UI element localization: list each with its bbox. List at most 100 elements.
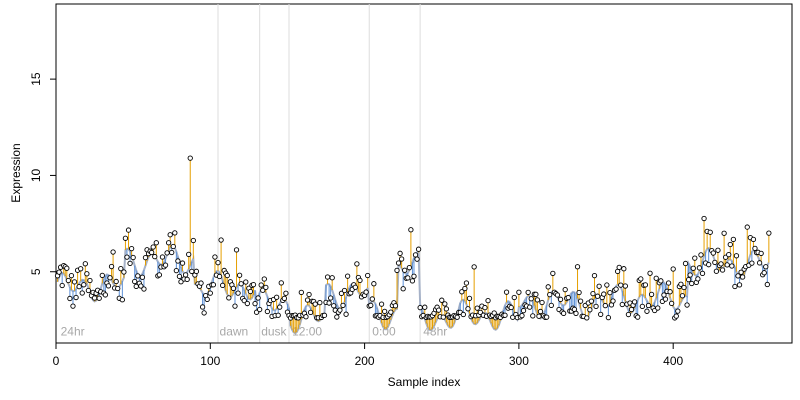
data-point xyxy=(684,302,690,308)
data-point xyxy=(283,290,289,296)
points xyxy=(54,155,772,321)
data-point xyxy=(584,315,590,321)
data-point xyxy=(408,227,414,233)
data-point xyxy=(662,296,669,302)
data-point xyxy=(110,249,116,255)
data-point xyxy=(182,272,189,278)
data-point xyxy=(261,276,267,282)
data-point xyxy=(241,297,247,304)
data-point xyxy=(298,289,304,295)
data-point xyxy=(218,237,224,243)
data-point xyxy=(631,299,638,305)
data-point xyxy=(212,254,218,260)
data-point xyxy=(400,286,406,292)
data-point xyxy=(326,300,332,306)
data-point xyxy=(363,289,369,295)
data-point xyxy=(721,230,727,236)
data-point xyxy=(639,303,645,310)
data-point xyxy=(219,282,226,288)
data-point xyxy=(713,268,720,274)
data-point xyxy=(153,240,159,246)
data-point xyxy=(616,264,622,271)
data-point xyxy=(618,282,624,288)
data-point xyxy=(766,230,772,236)
data-point xyxy=(258,282,264,288)
data-point xyxy=(727,241,733,248)
data-point xyxy=(536,313,542,319)
data-point xyxy=(108,263,115,270)
data-point xyxy=(591,272,598,279)
data-point xyxy=(516,289,522,295)
data-point xyxy=(690,265,696,271)
data-point xyxy=(462,285,468,292)
data-point xyxy=(331,303,337,309)
data-point xyxy=(352,284,358,290)
data-point xyxy=(689,280,695,287)
data-point xyxy=(164,250,170,256)
data-point xyxy=(207,290,213,296)
data-point xyxy=(687,272,693,278)
y-tick-label: 15 xyxy=(29,72,43,86)
data-point xyxy=(132,278,138,285)
data-point xyxy=(411,273,417,279)
plot-frame xyxy=(55,3,793,344)
data-point xyxy=(156,272,163,278)
data-point xyxy=(324,274,331,280)
data-point xyxy=(491,310,497,316)
data-point xyxy=(412,252,419,258)
data-point xyxy=(275,312,281,318)
data-point xyxy=(443,306,450,312)
data-point xyxy=(593,303,599,310)
data-point xyxy=(327,295,334,301)
data-point xyxy=(573,310,579,316)
data-point xyxy=(252,301,258,307)
data-point xyxy=(653,275,659,281)
data-point xyxy=(547,291,553,298)
data-point xyxy=(482,304,488,311)
data-point xyxy=(226,295,232,301)
data-point xyxy=(85,287,92,294)
data-point xyxy=(665,280,672,286)
data-point xyxy=(533,291,539,297)
data-point xyxy=(250,282,257,288)
data-point xyxy=(503,289,510,295)
data-point xyxy=(539,299,545,306)
data-point xyxy=(235,290,241,296)
data-point xyxy=(173,267,180,274)
data-point xyxy=(562,286,568,293)
data-point xyxy=(263,284,269,291)
data-point xyxy=(118,266,124,272)
data-point xyxy=(255,295,261,301)
data-point xyxy=(81,282,87,288)
data-point xyxy=(712,259,718,266)
data-point xyxy=(682,260,689,267)
data-point xyxy=(738,269,744,275)
data-point xyxy=(692,255,698,261)
data-point xyxy=(554,292,561,298)
data-point xyxy=(337,307,343,313)
data-point xyxy=(304,297,311,303)
data-point xyxy=(369,296,375,302)
data-point xyxy=(758,250,764,257)
data-point xyxy=(658,278,664,284)
data-point xyxy=(142,254,149,261)
data-point xyxy=(415,246,422,252)
data-point xyxy=(527,304,533,310)
data-point xyxy=(71,279,78,285)
data-point xyxy=(402,267,408,273)
data-point xyxy=(648,291,655,298)
data-point xyxy=(695,276,701,282)
data-point xyxy=(122,235,129,241)
data-point xyxy=(577,298,584,304)
data-point xyxy=(678,281,684,287)
data-point xyxy=(750,236,757,243)
data-point xyxy=(343,311,349,317)
data-point xyxy=(525,289,531,296)
data-point xyxy=(392,303,399,309)
data-point xyxy=(417,304,423,311)
data-point xyxy=(715,247,721,253)
data-point xyxy=(761,270,767,276)
data-point xyxy=(607,290,613,296)
